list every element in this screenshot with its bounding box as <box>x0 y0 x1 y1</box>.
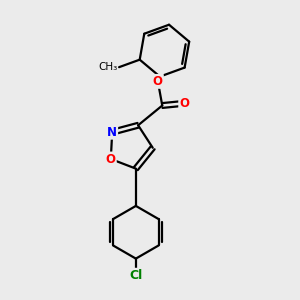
Text: N: N <box>107 126 117 139</box>
Text: O: O <box>106 152 116 166</box>
Text: Cl: Cl <box>129 269 142 282</box>
Text: O: O <box>179 97 189 110</box>
Text: CH₃: CH₃ <box>98 62 117 72</box>
Text: O: O <box>153 75 163 88</box>
